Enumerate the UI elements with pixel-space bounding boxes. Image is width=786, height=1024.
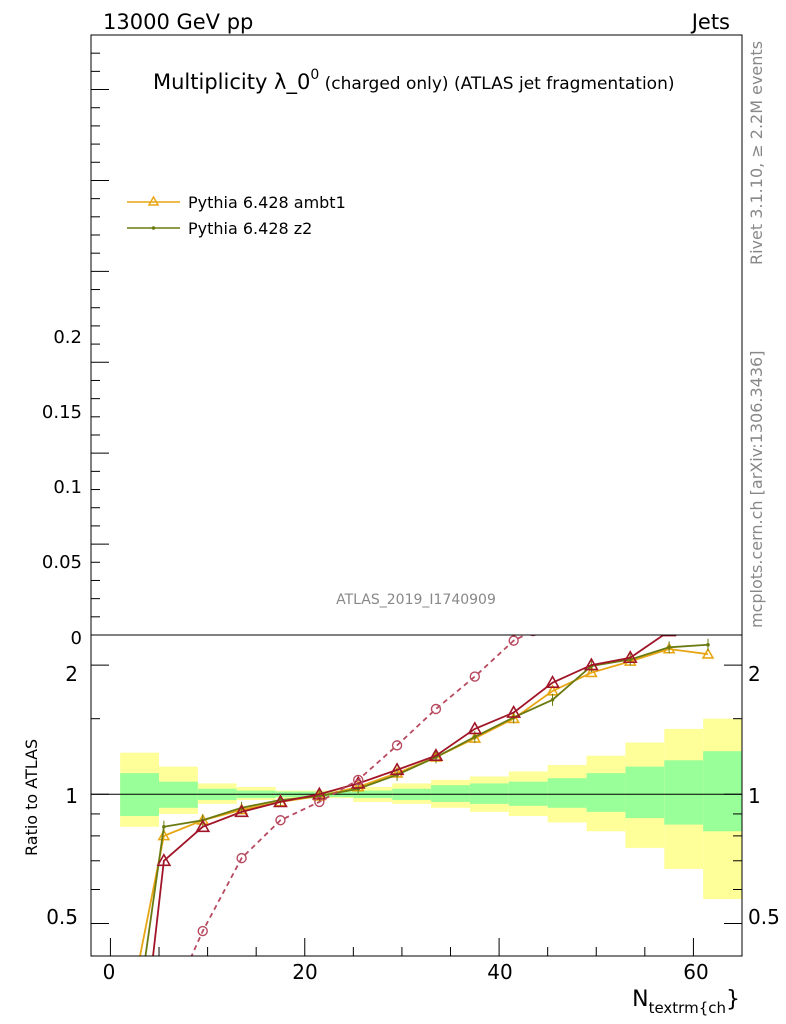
series-point-3 — [469, 671, 480, 682]
series-point-3 — [353, 774, 364, 786]
ratio-y-tick-label-2-right: 2 — [748, 662, 761, 686]
series-point-3 — [314, 796, 325, 808]
series-point-1 — [706, 642, 710, 647]
ratio-y-tick-label-1-right: 1 — [748, 784, 761, 808]
band-green — [508, 781, 548, 806]
band-green — [469, 783, 509, 804]
band-green — [664, 760, 704, 825]
ratio-frame — [90, 634, 743, 957]
series-point-2 — [506, 704, 522, 718]
series-point-3 — [529, 635, 537, 637]
header-right: Jets — [690, 10, 730, 34]
series-point-3 — [508, 635, 519, 646]
uncertainty-bands — [120, 718, 742, 900]
series-line-2 — [152, 635, 665, 956]
x-axis-label-sub: textrm{ch — [649, 999, 726, 1017]
ratio-series — [139, 635, 715, 956]
series-point-1 — [667, 645, 671, 650]
x-axis-label: Ntextrm{ch} — [632, 987, 740, 1017]
x-tick-label-60: 60 — [683, 960, 708, 984]
series-point-2 — [661, 635, 677, 637]
main-frame — [90, 34, 743, 636]
band-green — [547, 778, 587, 808]
legend-label-ambt1: Pythia 6.428 ambt1 — [188, 193, 346, 212]
series-line-0 — [139, 648, 709, 956]
main-y-tick-label-015: 0.15 — [42, 402, 82, 423]
ratio-y-tick-label-05: 0.5 — [46, 905, 78, 929]
legend: Pythia 6.428 ambt1 Pythia 6.428 z2 — [127, 193, 346, 238]
analysis-label: ATLAS_2019_I1740909 — [336, 592, 496, 608]
series-point-1 — [472, 735, 477, 739]
series-point-2 — [156, 853, 172, 867]
title-sub: (charged only) (ATLAS jet fragmentation) — [319, 74, 674, 94]
series-point-3 — [236, 852, 247, 864]
x-tick-label-40: 40 — [487, 960, 512, 984]
series-point-2 — [545, 675, 560, 688]
x-axis-label-main: N — [632, 987, 648, 1012]
series-point-3 — [197, 925, 208, 937]
side-label-bottom: mcplots.cern.ch [arXiv:1306.3436] — [747, 351, 766, 628]
main-panel: 0 0.05 0.1 0.15 0.2 — [42, 34, 743, 649]
band-green — [431, 785, 470, 802]
series-point-2 — [584, 657, 599, 671]
side-label-top: Rivet 3.1.10, ≥ 2.2M events — [747, 41, 766, 265]
legend-marker-z2 — [151, 226, 156, 230]
ratio-ticks — [91, 664, 743, 956]
ratio-y-tick-label-05-right: 0.5 — [748, 905, 780, 929]
ratio-y-axis-label: Ratio to ATLAS — [22, 739, 41, 856]
main-y-tick-label-01: 0.1 — [53, 477, 82, 498]
main-y-tick-label-005: 0.05 — [42, 552, 82, 573]
series-point-1 — [550, 697, 555, 702]
series-point-2 — [389, 762, 405, 776]
ratio-y-tick-label-2: 2 — [65, 662, 78, 686]
band-green — [703, 751, 742, 832]
series-point-3 — [430, 703, 442, 715]
series-point-2 — [467, 721, 483, 735]
main-y-tick-label-02: 0.2 — [53, 327, 82, 348]
band-green — [625, 766, 665, 819]
x-tick-label-0: 0 — [103, 960, 116, 984]
header-left: 13000 GeV pp — [103, 10, 253, 34]
series-point-2 — [428, 748, 444, 761]
band-green — [586, 773, 626, 812]
series-point-0 — [157, 829, 171, 841]
title-main: Multiplicity λ_0 — [153, 70, 310, 95]
series-point-2 — [311, 786, 327, 800]
legend-marker-ambt1 — [147, 195, 160, 206]
series-point-2 — [622, 650, 638, 664]
x-tick-label-20: 20 — [292, 960, 317, 984]
legend-label-z2: Pythia 6.428 z2 — [188, 219, 312, 238]
main-y-tick-label-0: 0 — [71, 628, 82, 649]
main-y-ticks — [91, 34, 109, 636]
series-point-0 — [585, 666, 598, 678]
x-axis-label-end: } — [726, 987, 740, 1012]
ratio-y-tick-label-1: 1 — [65, 784, 78, 808]
series-point-2 — [273, 794, 288, 808]
series-point-0 — [701, 647, 715, 659]
series-point-1 — [162, 824, 166, 829]
series-group — [139, 635, 715, 956]
title-sup: 0 — [310, 67, 319, 83]
ratio-panel: 2 1 0.5 2 1 0.5 Ratio to ATLAS — [22, 634, 780, 957]
series-point-3 — [275, 815, 286, 826]
series-point-2 — [234, 804, 249, 818]
plot-title: Multiplicity λ_00 (charged only) (ATLAS … — [153, 67, 675, 95]
series-line-1 — [144, 643, 709, 956]
series-point-2 — [195, 819, 211, 833]
series-line-3 — [190, 635, 528, 956]
series-point-3 — [391, 740, 403, 751]
